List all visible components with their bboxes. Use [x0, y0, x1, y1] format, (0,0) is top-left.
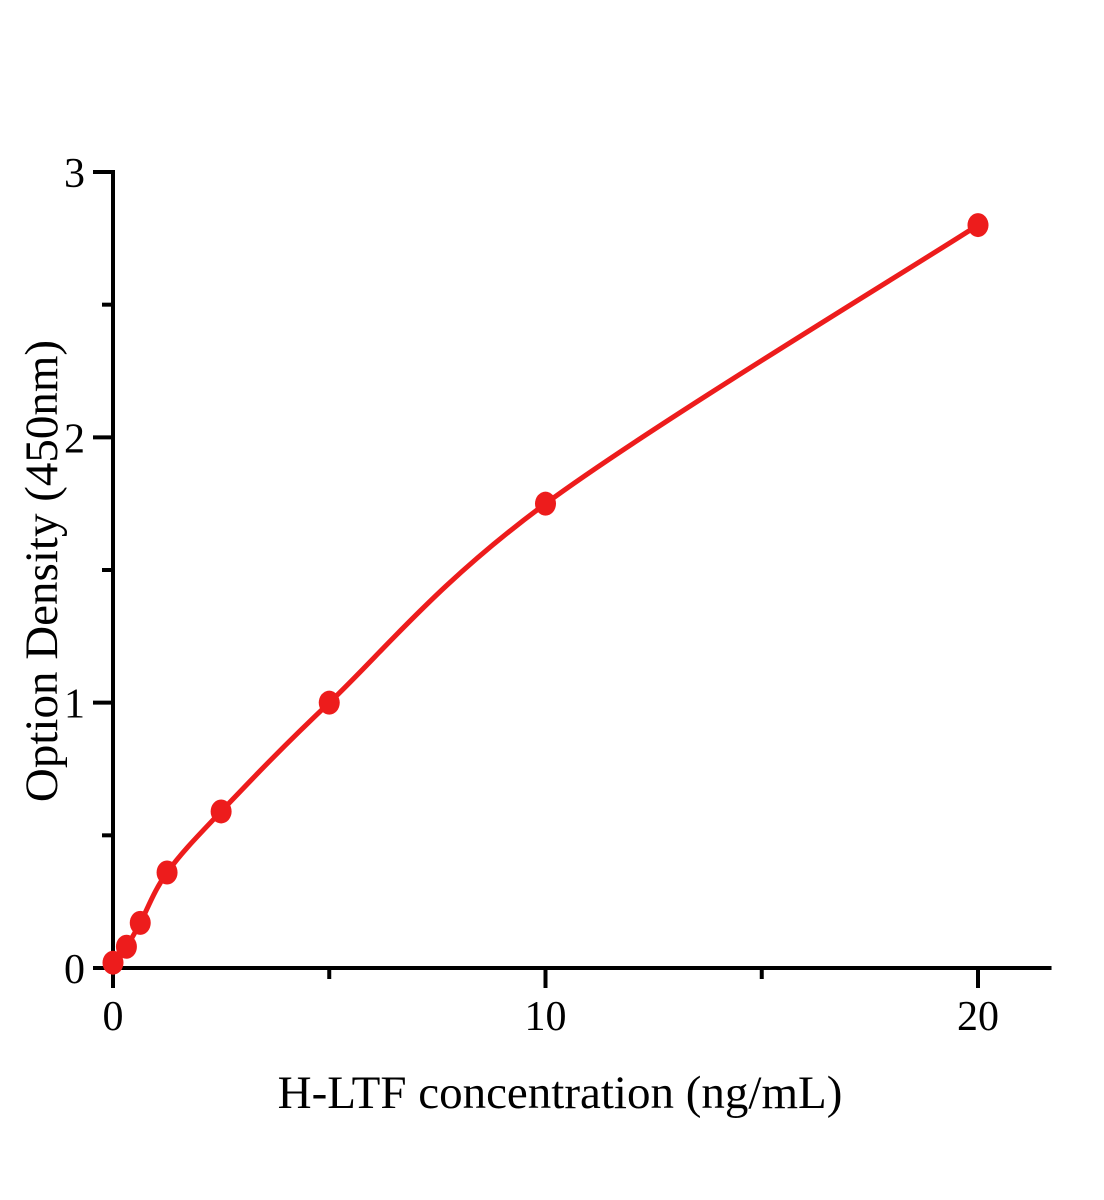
y-axis-title: Option Density (450nm) — [16, 340, 68, 802]
y-tick-label: 3 — [64, 151, 85, 197]
data-point-marker — [102, 950, 124, 975]
data-point-marker — [115, 934, 137, 959]
data-point-marker — [156, 860, 178, 885]
data-point-marker — [129, 910, 151, 935]
data-point-marker — [535, 491, 556, 516]
x-tick-label: 20 — [957, 994, 999, 1040]
y-tick-label: 0 — [64, 947, 85, 993]
x-tick-label: 10 — [525, 994, 567, 1040]
x-axis-title: H-LTF concentration (ng/mL) — [278, 1067, 843, 1119]
y-tick-label: 2 — [64, 416, 85, 462]
data-point-marker — [967, 213, 989, 238]
y-tick-label: 1 — [64, 682, 85, 728]
data-point-marker — [318, 690, 340, 715]
standard-curve-line — [110, 222, 981, 966]
data-point-marker — [210, 799, 232, 824]
plot-layer: 0 10 20 0 1 2 3 — [64, 151, 1052, 1040]
x-tick-label: 0 — [103, 994, 124, 1040]
